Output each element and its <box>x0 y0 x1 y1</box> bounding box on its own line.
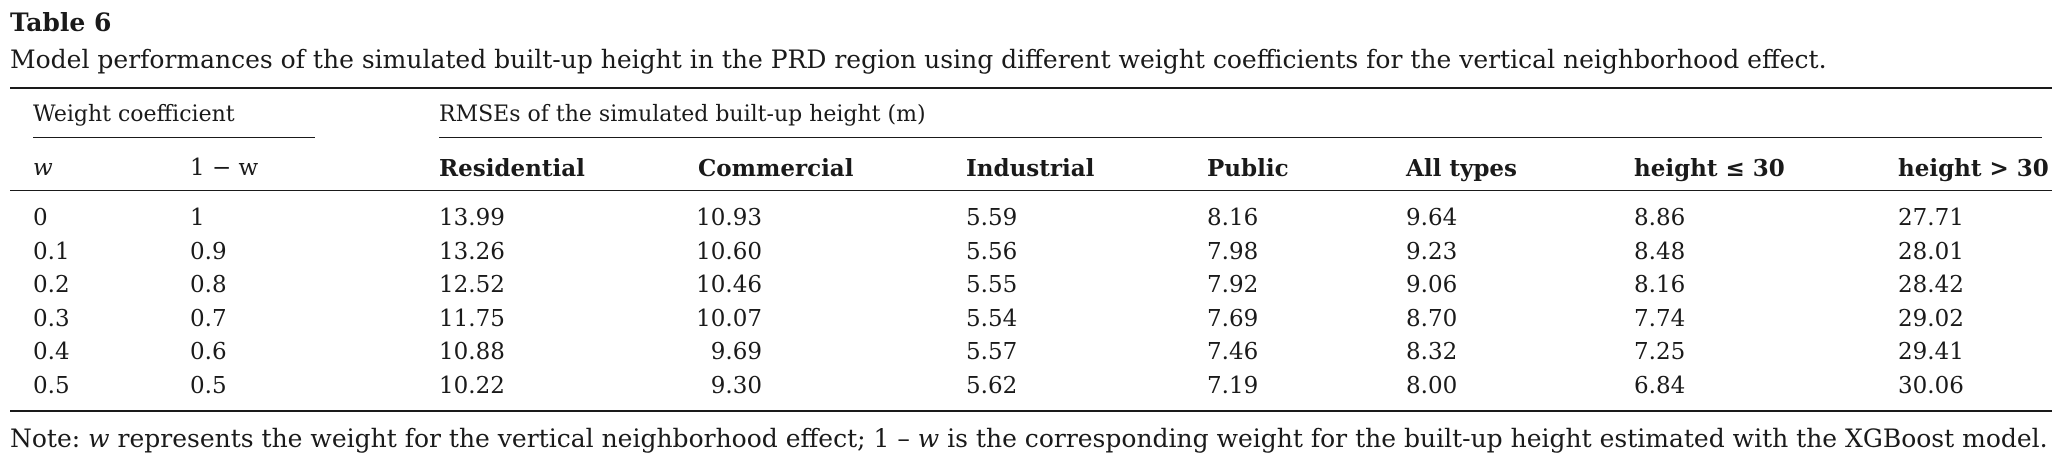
cell-height-gt-30: 28.42 <box>1898 272 1964 298</box>
col-header-residential: Residential <box>439 155 585 182</box>
cell-public: 7.19 <box>1207 372 1259 399</box>
group-header-weight: Weight coefficient <box>33 102 235 127</box>
cell-w: 0 <box>33 205 48 231</box>
cell-residential: 12.52 <box>439 272 505 298</box>
cell-all-types: 8.00 <box>1406 372 1458 399</box>
table-note: Note: w represents the weight for the ve… <box>10 424 2048 453</box>
cell-height-le-30: 7.74 <box>1634 305 1686 332</box>
cell-public: 8.16 <box>1207 205 1259 231</box>
bottom-rule <box>10 410 2052 412</box>
cell-public: 7.69 <box>1207 305 1259 332</box>
cell-commercial: 10.93 <box>696 205 762 231</box>
cell-residential: 13.99 <box>439 205 505 231</box>
cell-residential: 10.22 <box>439 372 505 399</box>
col-header-public: Public <box>1207 155 1289 182</box>
col-header-industrial: Industrial <box>966 155 1095 182</box>
cell-one-minus-w: 0.9 <box>190 238 227 265</box>
cell-height-le-30: 7.25 <box>1634 339 1686 365</box>
cell-commercial: 10.07 <box>696 305 762 332</box>
cell-w: 0.5 <box>33 372 70 399</box>
cell-industrial: 5.57 <box>966 339 1018 365</box>
cell-all-types: 8.32 <box>1406 339 1458 365</box>
table-label: Table 6 <box>10 8 112 37</box>
cell-one-minus-w: 0.8 <box>190 272 227 298</box>
cell-commercial: 10.60 <box>696 238 762 265</box>
cell-all-types: 9.06 <box>1406 272 1458 298</box>
cell-residential: 10.88 <box>439 339 505 365</box>
group-header-rmse: RMSEs of the simulated built-up height (… <box>439 102 926 127</box>
group-rule-weight <box>33 137 315 138</box>
cell-w: 0.3 <box>33 305 70 332</box>
col-header-w: w <box>33 155 53 181</box>
top-rule <box>10 87 2052 89</box>
cell-commercial: 9.30 <box>710 372 762 399</box>
cell-height-gt-30: 29.41 <box>1898 339 1964 365</box>
cell-industrial: 5.62 <box>966 372 1018 399</box>
cell-w: 0.2 <box>33 272 70 298</box>
cell-one-minus-w: 1 <box>190 205 205 231</box>
col-header-height-gt-30: height > 30 <box>1898 155 2049 182</box>
cell-one-minus-w: 0.7 <box>190 305 227 332</box>
cell-industrial: 5.56 <box>966 238 1018 265</box>
cell-height-gt-30: 27.71 <box>1898 205 1964 231</box>
col-header-height-le-30: height ≤ 30 <box>1634 155 1785 182</box>
cell-height-gt-30: 30.06 <box>1898 372 1964 399</box>
cell-industrial: 5.59 <box>966 205 1018 231</box>
cell-one-minus-w: 0.5 <box>190 372 227 399</box>
col-header-all-types: All types <box>1406 155 1517 182</box>
cell-industrial: 5.55 <box>966 272 1018 298</box>
cell-w: 0.4 <box>33 339 70 365</box>
cell-one-minus-w: 0.6 <box>190 339 227 365</box>
table-caption: Model performances of the simulated buil… <box>10 45 1827 74</box>
cell-all-types: 9.64 <box>1406 205 1458 231</box>
cell-all-types: 8.70 <box>1406 305 1458 332</box>
cell-all-types: 9.23 <box>1406 238 1458 265</box>
cell-w: 0.1 <box>33 238 70 265</box>
col-header-commercial: Commercial <box>698 155 854 182</box>
group-rule-rmse <box>439 137 2042 138</box>
cell-public: 7.92 <box>1207 272 1259 298</box>
cell-height-le-30: 8.16 <box>1634 272 1686 298</box>
cell-residential: 11.75 <box>439 305 505 332</box>
cell-height-le-30: 6.84 <box>1634 372 1686 399</box>
header-rule <box>10 190 2052 191</box>
col-header-one-minus-w: 1 − w <box>190 155 259 181</box>
cell-commercial: 10.46 <box>696 272 762 298</box>
cell-residential: 13.26 <box>439 238 505 265</box>
cell-height-le-30: 8.48 <box>1634 238 1686 265</box>
cell-height-gt-30: 28.01 <box>1898 238 1964 265</box>
cell-public: 7.98 <box>1207 238 1259 265</box>
cell-industrial: 5.54 <box>966 305 1018 332</box>
cell-height-gt-30: 29.02 <box>1898 305 1964 332</box>
cell-commercial: 9.69 <box>710 339 762 365</box>
cell-public: 7.46 <box>1207 339 1259 365</box>
cell-height-le-30: 8.86 <box>1634 205 1686 231</box>
